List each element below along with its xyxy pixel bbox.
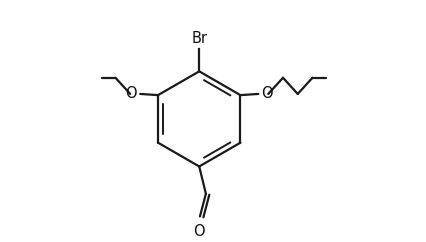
Text: O: O xyxy=(125,86,137,101)
Text: O: O xyxy=(193,224,204,239)
Text: O: O xyxy=(261,86,272,101)
Text: Br: Br xyxy=(191,31,207,46)
